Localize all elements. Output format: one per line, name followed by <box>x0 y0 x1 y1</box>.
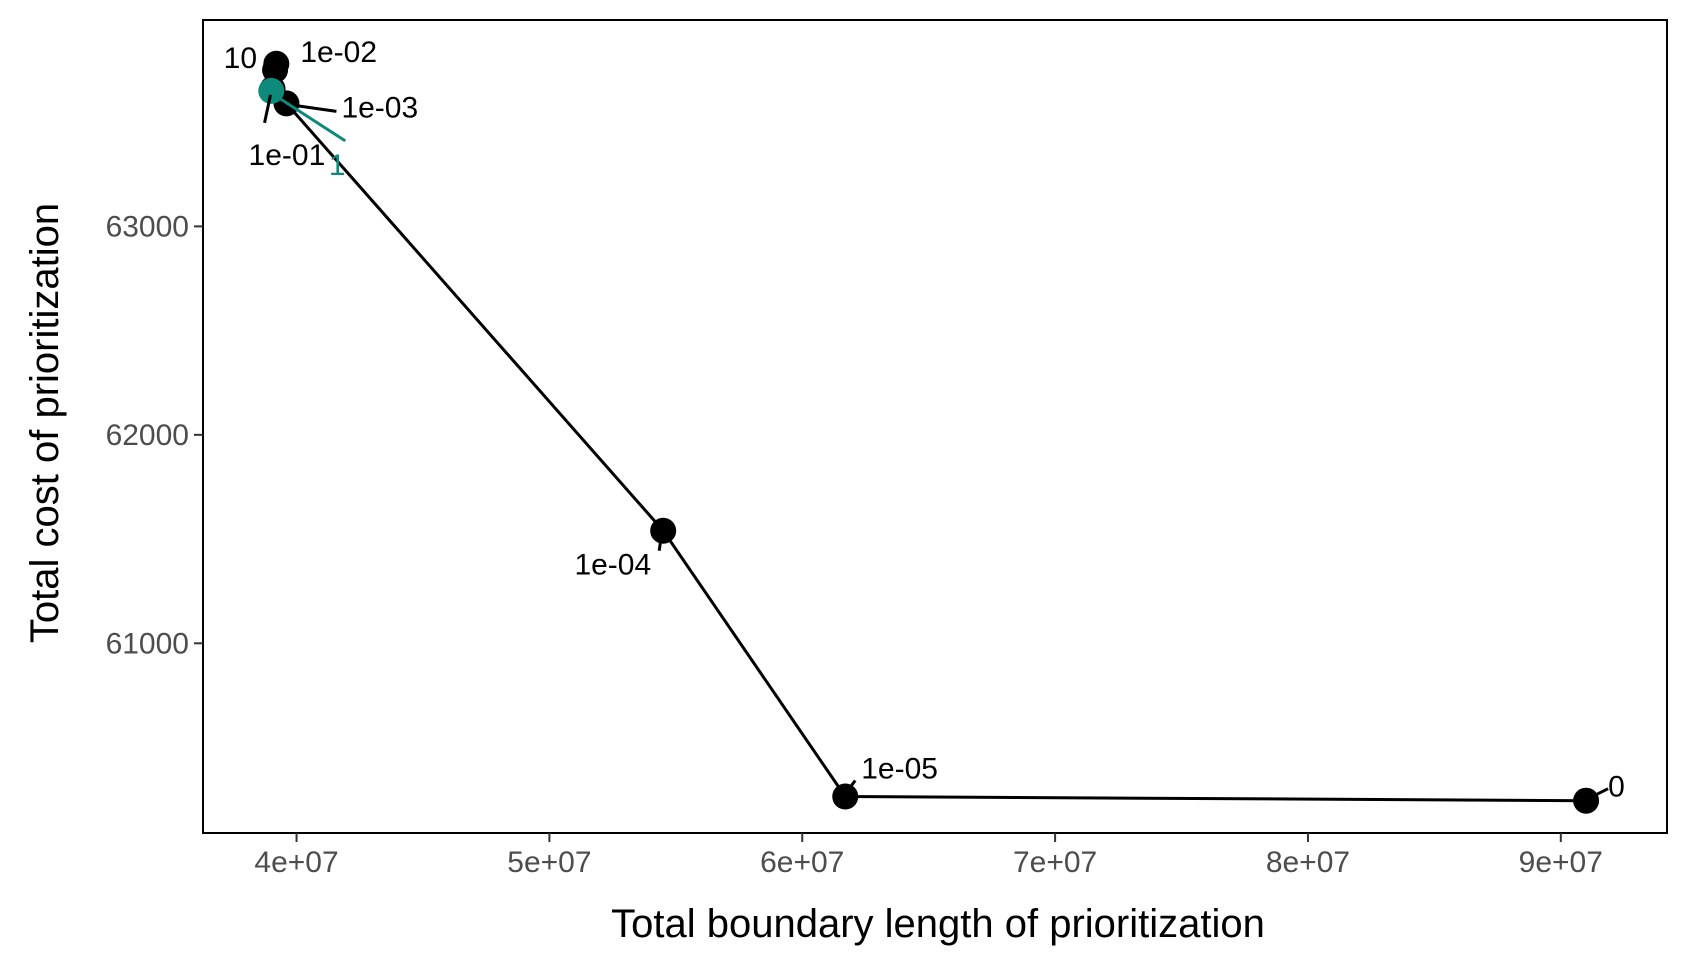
x-tick-label: 7e+07 <box>1013 846 1097 879</box>
y-tick-label: 62000 <box>106 419 189 452</box>
plot-border <box>202 19 1668 834</box>
x-tick-label: 8e+07 <box>1266 846 1350 879</box>
point-label: 1e-01 <box>249 139 326 172</box>
label-leader-line <box>657 536 663 551</box>
x-axis: 4e+07 5e+07 6e+07 7e+07 8e+07 9e+07 <box>254 833 1603 879</box>
label-leader-line <box>848 779 857 790</box>
point-label: 1e-04 <box>574 549 651 582</box>
point-label: 1e-05 <box>861 753 938 786</box>
x-axis-title: Total boundary length of prioritization <box>611 902 1265 946</box>
series-line <box>269 63 1587 803</box>
y-tick-label: 61000 <box>106 627 189 660</box>
label-leader-line <box>263 94 273 124</box>
point-label: 1 <box>329 149 346 182</box>
y-axis-title: Total cost of prioritization <box>23 203 67 643</box>
y-axis: 61000 62000 63000 <box>106 210 203 660</box>
point-label: 1e-03 <box>341 91 418 124</box>
point-label: 10 <box>224 42 257 75</box>
label-leader-line <box>294 103 337 113</box>
x-tick-label: 5e+07 <box>507 846 591 879</box>
point-labels-layer: 0 1e-05 1e-04 1e-03 1e-02 1e-01 10 1 <box>224 36 1625 804</box>
data-point <box>1573 787 1600 814</box>
point-label: 1e-02 <box>300 36 377 69</box>
data-point <box>832 783 859 810</box>
data-point <box>650 517 677 544</box>
data-point <box>262 57 289 84</box>
plot-panel <box>202 19 1668 834</box>
label-leader-line <box>276 95 347 143</box>
series-layer <box>258 50 1600 814</box>
x-tick-label: 4e+07 <box>254 846 338 879</box>
x-tick-label: 9e+07 <box>1519 846 1603 879</box>
y-tick-label: 63000 <box>106 210 189 243</box>
label-leader-line <box>1591 787 1609 799</box>
x-tick-label: 6e+07 <box>760 846 844 879</box>
point-label: 0 <box>1608 771 1625 804</box>
